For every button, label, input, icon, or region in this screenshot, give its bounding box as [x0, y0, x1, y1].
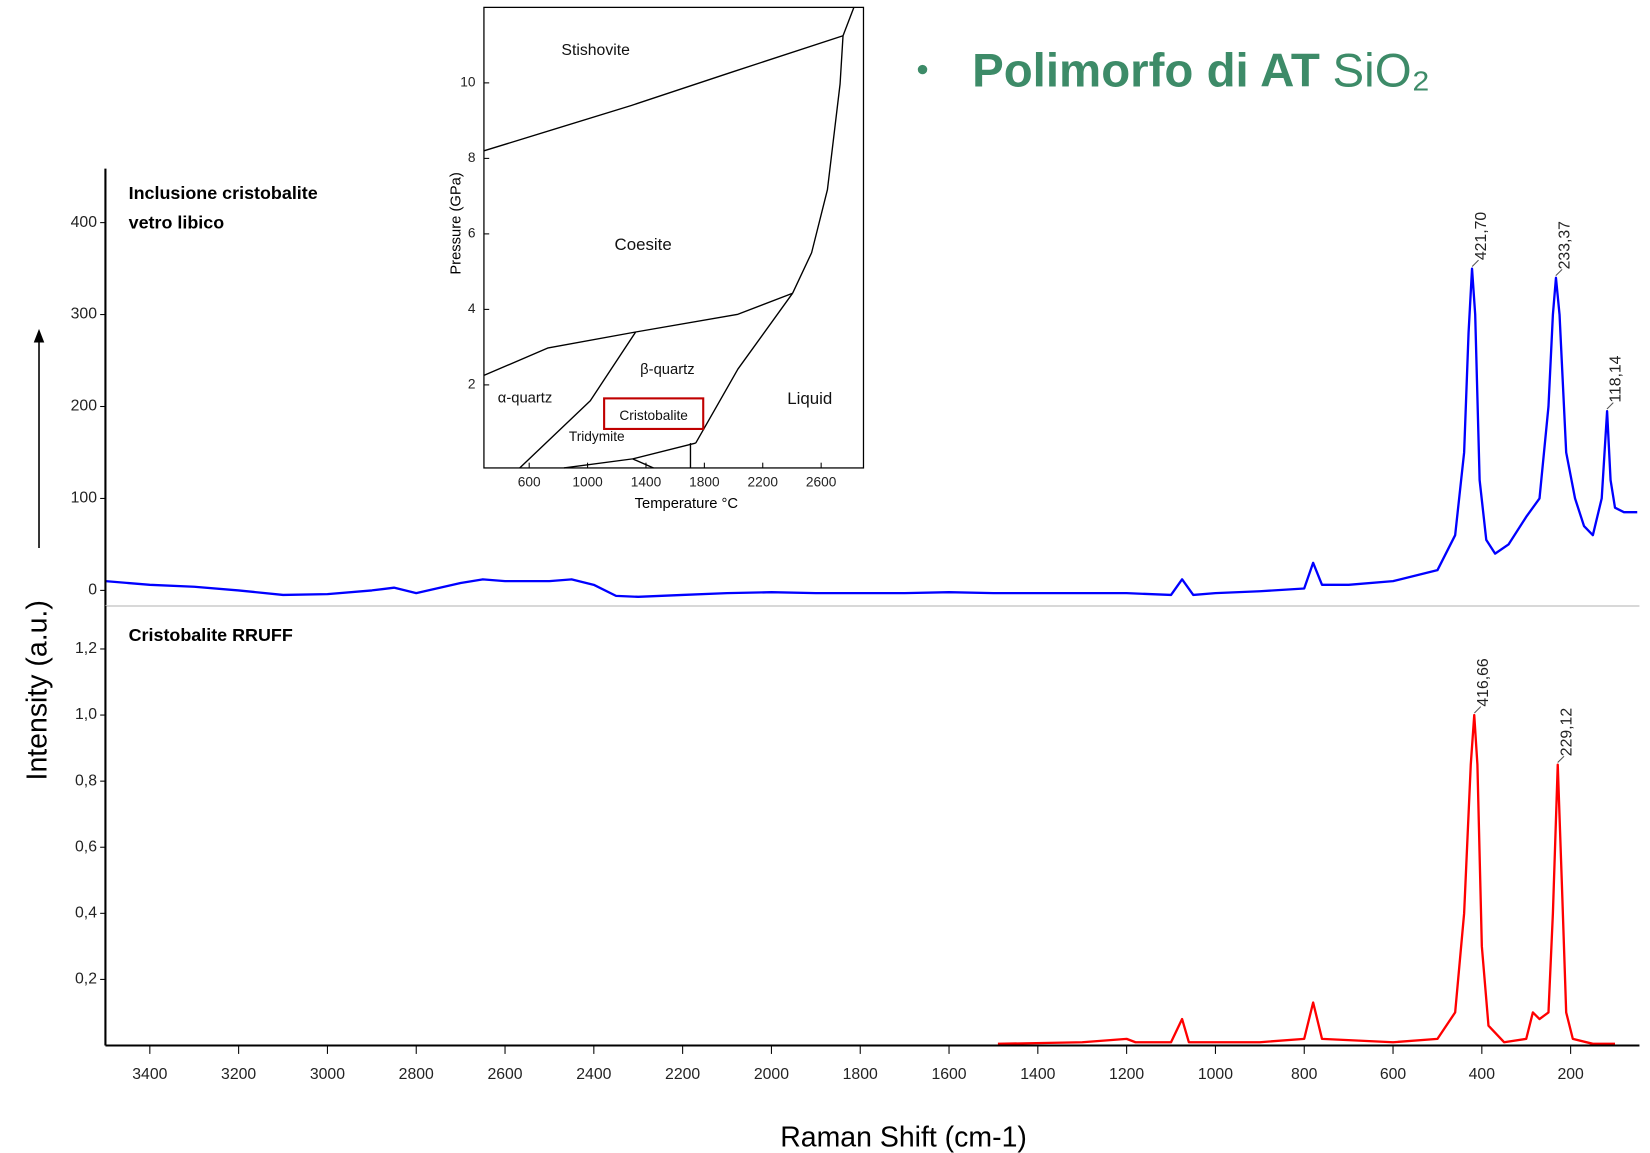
data-line	[792, 35, 844, 294]
y-tick-label: 10	[460, 75, 476, 90]
data-line	[842, 7, 855, 36]
y-tick-label: 4	[468, 301, 476, 316]
x-tick-label: 2400	[576, 1066, 611, 1083]
x-tick-label: 2800	[399, 1066, 434, 1083]
x-tick-label: 800	[1291, 1066, 1318, 1083]
x-tick-label: 1400	[1020, 1066, 1055, 1083]
y-tick-label: 1,2	[75, 640, 97, 657]
y-axis-title: Intensity (a.u.)	[21, 600, 53, 780]
panel-label: Cristobalite RRUFF	[129, 625, 293, 645]
data-line	[483, 35, 844, 152]
title-text: Polimorfo di AT	[972, 44, 1320, 97]
x-tick-label: 2200	[748, 474, 779, 489]
x-axis-title: Raman Shift (cm-1)	[780, 1122, 1027, 1153]
y-tick-label: 0,2	[75, 971, 97, 988]
y-tick-label: 1,0	[75, 706, 97, 723]
peak-leader	[1555, 268, 1563, 277]
panel-label: Inclusione cristobalite	[129, 183, 318, 203]
y-axis-title: Pressure (GPa)	[449, 172, 465, 274]
y-tick-label: 0,6	[75, 838, 97, 855]
data-line	[695, 292, 794, 444]
data-line	[632, 458, 654, 469]
region-label: α-quartz	[498, 390, 552, 406]
y-tick-label: 200	[71, 398, 98, 415]
x-tick-label: 2600	[806, 474, 837, 489]
y-tick-label: 300	[71, 306, 98, 323]
region-label: β-quartz	[640, 362, 694, 378]
y-tick-label: 0,8	[75, 772, 97, 789]
y-tick-label: 400	[71, 214, 98, 231]
panel-label: vetro libico	[129, 213, 225, 233]
x-tick-label: 1600	[931, 1066, 966, 1083]
y-tick-label: 100	[71, 490, 98, 507]
x-tick-label: 3000	[310, 1066, 345, 1083]
x-tick-label: 2200	[665, 1066, 700, 1083]
region-label: Stishovite	[561, 42, 630, 59]
spectrum-panel: 0,2 0,4 0,6 0,8 1,0 1,2 3400 3200 3000 2800 2600 24…	[75, 606, 1640, 1153]
highlight-box	[603, 397, 705, 431]
plot-frame	[483, 6, 865, 469]
x-tick-label: 400	[1469, 1066, 1496, 1083]
x-tick-label: 2000	[754, 1066, 789, 1083]
peak-label: 421,70	[1473, 212, 1490, 261]
y-tick-label: 6	[468, 226, 476, 241]
peak-label: 118,14	[1608, 355, 1625, 402]
x-tick-label: 2600	[487, 1066, 522, 1083]
x-tick-label: 200	[1557, 1066, 1584, 1083]
y-tick-label: 2	[468, 377, 476, 392]
y-tick-label: 8	[468, 150, 476, 165]
peak-label: 233,37	[1557, 221, 1574, 269]
peak-label: 229,12	[1558, 708, 1575, 756]
data-line	[997, 713, 1615, 1045]
data-line	[105, 267, 1638, 599]
peak-leader	[1471, 259, 1479, 267]
spectrum-panel: 0 100 200 300 400 421,70 233,37 118,14 Inclusion…	[21, 168, 1640, 780]
x-tick-label: 3200	[221, 1066, 256, 1083]
x-tick-label: 1200	[1109, 1066, 1144, 1083]
x-axis-title: Temperature °C	[635, 496, 739, 512]
peak-label: 416,66	[1475, 658, 1492, 707]
formula: SiO₂	[1333, 44, 1430, 97]
bullet	[917, 64, 928, 75]
region-label: Liquid	[787, 389, 832, 408]
slide-title: Polimorfo di AT SiO₂	[972, 44, 1430, 97]
x-tick-label: 1000	[572, 474, 603, 489]
y-tick-label: 0	[88, 582, 97, 599]
x-tick-label: 3400	[132, 1066, 167, 1083]
region-label: Cristobalite	[619, 408, 687, 423]
data-line	[519, 331, 637, 469]
x-tick-label: 600	[1380, 1066, 1407, 1083]
phase-diagram: 2 4 6 8 10 600 1000 1400 1800 2200 2600 Temperature…	[449, 6, 865, 512]
y-tick-label: 0,4	[75, 904, 97, 921]
x-tick-label: 1000	[1198, 1066, 1233, 1083]
x-tick-label: 1400	[631, 474, 662, 489]
x-tick-label: 600	[518, 474, 541, 489]
x-tick-label: 1800	[689, 474, 720, 489]
arrow-head	[33, 328, 45, 343]
peak-leader	[1474, 706, 1482, 714]
region-label: Tridymite	[569, 429, 625, 444]
peak-leader	[1557, 755, 1565, 763]
x-tick-label: 1800	[843, 1066, 878, 1083]
region-label: Coesite	[615, 235, 672, 254]
peak-leader	[1606, 402, 1614, 410]
